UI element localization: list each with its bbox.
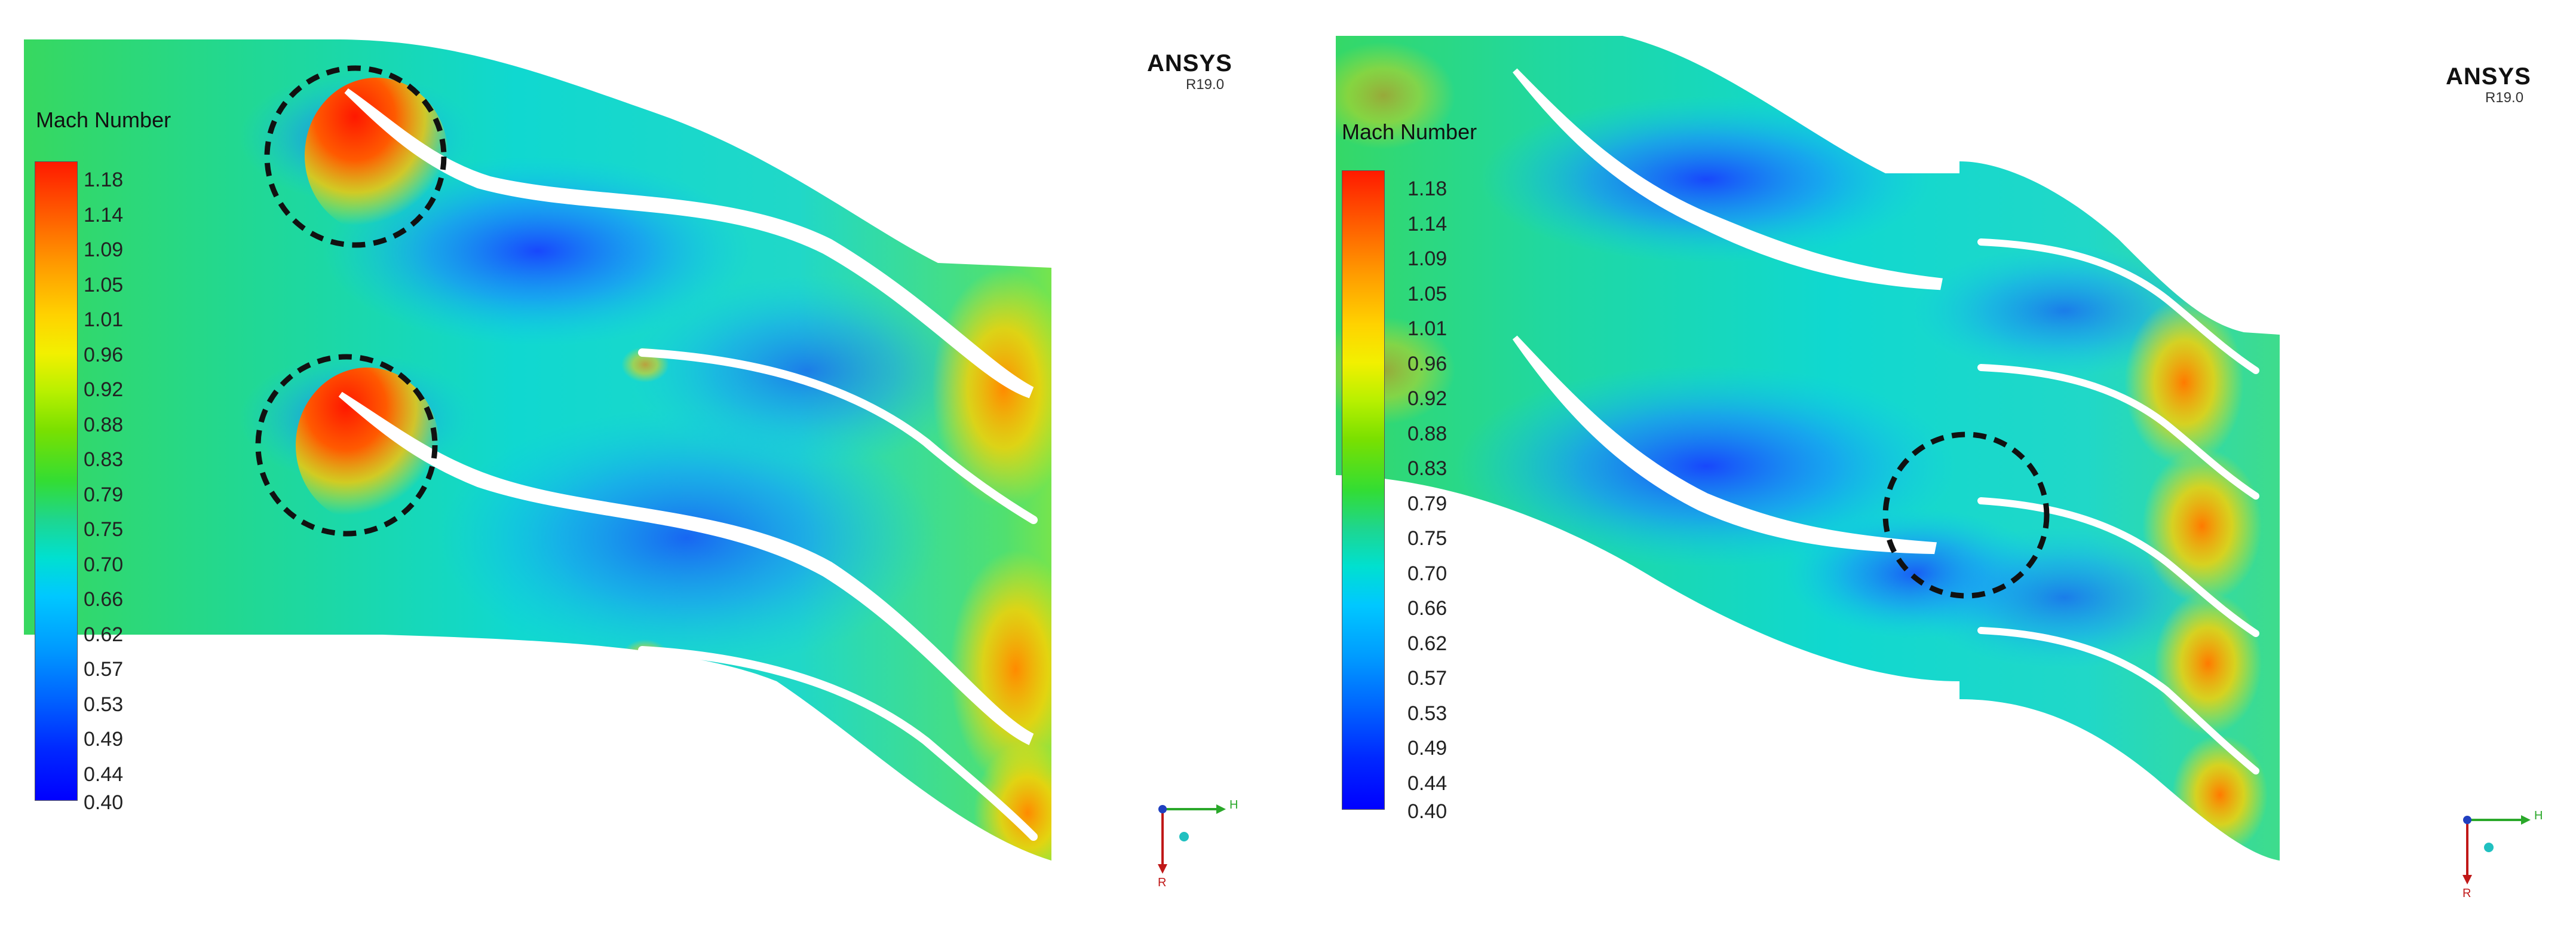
tick-label: 1.18 bbox=[84, 169, 124, 191]
tick-label: 0.92 bbox=[1407, 387, 1448, 410]
tick-label: 0.70 bbox=[84, 553, 124, 576]
tick-label: 0.96 bbox=[84, 344, 124, 366]
tick-label: 0.40 bbox=[1407, 800, 1448, 823]
tick-label: 0.75 bbox=[84, 518, 124, 541]
axis-triad: H R bbox=[1135, 777, 1255, 896]
tick-label: 0.40 bbox=[84, 791, 124, 814]
tick-label: 0.57 bbox=[84, 658, 124, 681]
right-panel: Mach Number 1.18 1.14 1.09 1.05 1.01 0.9… bbox=[1288, 0, 2576, 949]
tick-label: 0.62 bbox=[84, 623, 124, 646]
tick-label: 1.09 bbox=[1407, 247, 1448, 270]
tick-label: 0.57 bbox=[1407, 667, 1448, 690]
tick-label: 0.92 bbox=[84, 378, 124, 401]
tick-label: 0.66 bbox=[1407, 597, 1448, 620]
color-bar bbox=[1342, 170, 1385, 810]
tick-label: 0.83 bbox=[1407, 457, 1448, 480]
tick-label: 1.14 bbox=[84, 204, 124, 226]
tick-label: 1.01 bbox=[84, 308, 124, 331]
tick-label: 0.83 bbox=[84, 448, 124, 471]
tick-label: 0.53 bbox=[1407, 702, 1448, 725]
legend-title: Mach Number bbox=[1342, 120, 1477, 144]
axis-r-label: R bbox=[2462, 887, 2471, 900]
tick-label: 0.62 bbox=[1407, 632, 1448, 655]
shock-circle bbox=[255, 354, 438, 537]
tick-label: 1.09 bbox=[84, 238, 124, 261]
color-bar bbox=[35, 161, 78, 801]
axis-r-label: R bbox=[1158, 876, 1167, 889]
tick-label: 0.66 bbox=[84, 588, 124, 611]
mach-contour-left bbox=[24, 39, 1051, 861]
ansys-logo: ANSYS bbox=[1147, 50, 1232, 76]
left-panel: Mach Number 1.18 1.14 1.09 1.05 1.01 0.9… bbox=[24, 39, 1255, 896]
tick-label: 1.18 bbox=[1407, 177, 1448, 200]
axis-triad: H R bbox=[2440, 788, 2559, 907]
tick-label: 0.44 bbox=[1407, 772, 1448, 795]
version-label: R19.0 bbox=[2485, 90, 2524, 106]
tick-label: 1.14 bbox=[1407, 213, 1448, 235]
tick-label: 0.49 bbox=[1407, 737, 1448, 760]
axis-triad-icon bbox=[2462, 815, 2531, 884]
version-label: R19.0 bbox=[1186, 76, 1225, 93]
ansys-logo: ANSYS bbox=[2446, 63, 2531, 90]
interaction-circle bbox=[1882, 431, 2050, 599]
tick-label: 0.88 bbox=[84, 414, 124, 436]
tick-label: 0.75 bbox=[1407, 527, 1448, 550]
tick-label: 0.53 bbox=[84, 693, 124, 716]
tick-label: 0.49 bbox=[84, 728, 124, 751]
mach-contour-right bbox=[1336, 36, 2280, 861]
tick-label: 0.96 bbox=[1407, 353, 1448, 375]
tick-label: 0.79 bbox=[1407, 492, 1448, 515]
tick-label: 1.05 bbox=[84, 274, 124, 296]
tick-label: 0.44 bbox=[84, 763, 124, 786]
shock-circle bbox=[264, 65, 447, 248]
axis-h-label: H bbox=[1229, 798, 1238, 812]
axis-triad-icon bbox=[1158, 804, 1226, 874]
tick-label: 0.79 bbox=[84, 483, 124, 506]
legend-title: Mach Number bbox=[36, 108, 171, 132]
tick-label: 1.01 bbox=[1407, 317, 1448, 340]
axis-h-label: H bbox=[2534, 809, 2543, 822]
tick-label: 0.88 bbox=[1407, 423, 1448, 445]
tick-label: 1.05 bbox=[1407, 283, 1448, 305]
tick-label: 0.70 bbox=[1407, 562, 1448, 585]
